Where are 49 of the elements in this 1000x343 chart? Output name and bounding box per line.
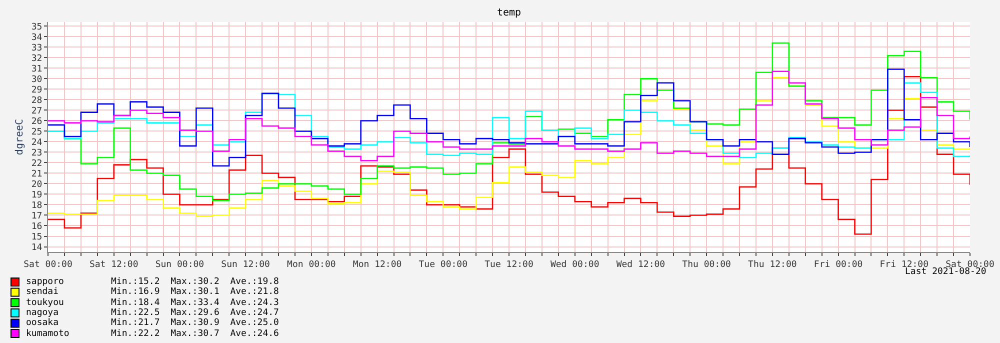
chart-title: temp (496, 8, 522, 18)
x-tick-label: Sat 00:00 (24, 260, 72, 270)
y-tick-label: 28 (31, 96, 42, 106)
y-tick-label: 17 (31, 211, 42, 222)
y-tick-label: 32 (31, 54, 42, 64)
x-tick-label: Mon 00:00 (287, 260, 336, 270)
y-tick-label: 14 (31, 242, 42, 253)
y-tick-label: 21 (31, 169, 42, 180)
y-axis-title: dgreeC (14, 118, 26, 156)
x-tick-label: Thu 00:00 (682, 260, 731, 270)
legend-label: sendai (26, 287, 59, 297)
x-tick-label: Mon 12:00 (352, 260, 402, 270)
x-tick-label: Sun 00:00 (155, 260, 204, 270)
legend-label: kumamoto (26, 329, 70, 339)
y-tick-label: 19 (31, 190, 42, 200)
y-tick-label: 26 (31, 116, 42, 127)
y-tick-label: 16 (31, 222, 42, 232)
x-tick-label: Wed 00:00 (550, 260, 600, 270)
text: Min.:21.7 Max.:30.9 Ave.:25.0 (111, 318, 279, 328)
x-tick-label: Tue 12:00 (484, 260, 534, 270)
x-tick-label: Tue 00:00 (418, 260, 468, 270)
y-tick-label: 22 (31, 158, 42, 169)
y-tick-label: 24 (31, 138, 42, 148)
text: Min.:18.4 Max.:33.4 Ave.:24.3 (111, 298, 279, 308)
y-tick-label: 29 (31, 85, 42, 96)
y-tick-label: 23 (31, 148, 42, 158)
text: Min.:22.2 Max.:30.7 Ave.:24.6 (111, 329, 279, 339)
y-tick-label: 25 (31, 127, 42, 138)
y-tick-label: 20 (31, 180, 42, 190)
y-tick-label: 35 (31, 22, 42, 32)
y-tick-label: 33 (31, 43, 42, 54)
legend-label: nagoya (26, 308, 59, 318)
y-tick-label: 34 (31, 32, 42, 43)
x-tick-label: Thu 12:00 (748, 260, 797, 270)
legend-label: toukyou (26, 298, 64, 308)
y-tick-label: 27 (31, 106, 42, 116)
y-tick-label: 30 (31, 74, 42, 85)
text: Min.:22.5 Max.:29.6 Ave.:24.7 (111, 308, 279, 318)
x-tick-label: Wed 12:00 (616, 260, 666, 270)
text: Min.:16.9 Max.:30.1 Ave.:21.8 (111, 287, 279, 297)
x-tick-label: Sat 12:00 (89, 260, 138, 270)
text: Min.:15.2 Max.:30.2 Ave.:19.8 (111, 277, 279, 287)
y-tick-label: 31 (31, 64, 42, 74)
y-tick-label: 15 (31, 232, 42, 242)
x-tick-label: Fri 00:00 (814, 260, 863, 270)
legend-label: oosaka (26, 318, 59, 328)
x-tick-label: Sun 12:00 (221, 260, 270, 270)
y-tick-label: 18 (31, 200, 42, 211)
legend-label: sapporo (26, 277, 64, 287)
